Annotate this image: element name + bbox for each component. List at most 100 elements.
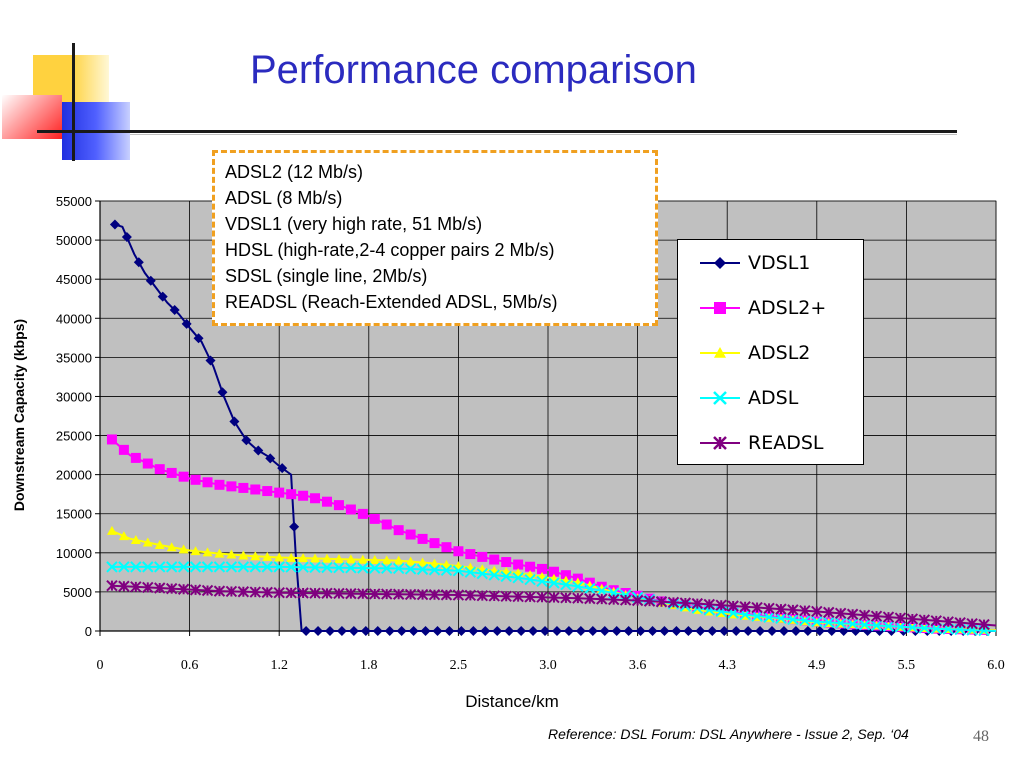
x-tick-label: 6.0 bbox=[987, 658, 1005, 673]
data-point bbox=[584, 582, 596, 595]
data-point bbox=[321, 587, 333, 600]
data-point bbox=[575, 626, 586, 636]
data-point bbox=[790, 626, 801, 636]
data-point bbox=[189, 561, 202, 573]
data-point bbox=[823, 606, 835, 619]
legend-swatch bbox=[700, 302, 740, 314]
data-point bbox=[109, 219, 120, 230]
legend-label: VDSL1 bbox=[748, 252, 811, 274]
x-tick-label: 1.8 bbox=[360, 658, 378, 673]
legend-item: VDSL1 bbox=[678, 250, 810, 276]
data-point bbox=[177, 583, 190, 595]
data-point bbox=[513, 559, 524, 570]
data-point bbox=[416, 563, 429, 576]
data-point bbox=[404, 563, 417, 575]
title-underline-shadow bbox=[130, 134, 957, 135]
data-point bbox=[277, 463, 288, 474]
data-point bbox=[142, 561, 154, 573]
reference-citation: Reference: DSL Forum: DSL Anywhere - Iss… bbox=[548, 726, 909, 742]
legend-swatch bbox=[700, 391, 740, 405]
data-point bbox=[298, 490, 309, 501]
data-point bbox=[178, 544, 189, 554]
data-point bbox=[739, 601, 751, 613]
legend-label: ADSL bbox=[748, 387, 799, 409]
data-point bbox=[978, 618, 990, 631]
data-point bbox=[154, 582, 166, 594]
data-point bbox=[870, 619, 883, 632]
data-point bbox=[767, 626, 777, 636]
legend-item: ADSL2 bbox=[678, 340, 810, 366]
data-point bbox=[420, 626, 431, 636]
data-point bbox=[599, 626, 610, 636]
decor-vertical-line bbox=[72, 43, 75, 161]
data-point bbox=[432, 626, 443, 636]
y-tick-label: 35000 bbox=[56, 350, 92, 365]
data-point bbox=[405, 556, 416, 566]
data-point bbox=[165, 561, 178, 573]
data-point bbox=[214, 479, 225, 490]
data-point bbox=[429, 558, 440, 568]
data-point bbox=[607, 593, 620, 606]
data-point bbox=[480, 626, 491, 636]
data-point bbox=[273, 561, 285, 573]
data-point bbox=[465, 549, 476, 560]
data-point bbox=[348, 626, 359, 636]
data-point bbox=[719, 626, 730, 636]
data-point bbox=[217, 387, 228, 398]
data-point bbox=[181, 318, 192, 329]
data-point bbox=[596, 593, 608, 605]
data-point bbox=[811, 615, 823, 628]
data-point bbox=[512, 590, 524, 603]
data-point bbox=[548, 591, 560, 604]
y-tick-label: 40000 bbox=[56, 311, 92, 326]
data-point bbox=[157, 291, 168, 302]
y-tick-label: 55000 bbox=[56, 194, 92, 209]
data-point bbox=[560, 592, 572, 604]
data-point bbox=[190, 474, 201, 485]
data-point bbox=[381, 562, 393, 575]
data-point bbox=[906, 613, 919, 625]
data-point bbox=[249, 586, 262, 598]
data-point bbox=[384, 626, 395, 636]
data-point bbox=[512, 572, 524, 584]
data-point bbox=[297, 587, 309, 599]
x-tick-label: 3.6 bbox=[629, 658, 647, 673]
data-point bbox=[106, 434, 117, 445]
data-point bbox=[488, 569, 500, 581]
legend-label: ADSL2+ bbox=[748, 297, 827, 319]
data-point bbox=[189, 584, 202, 596]
data-point bbox=[755, 626, 766, 636]
legend-item: ADSL2+ bbox=[678, 295, 826, 321]
y-tick-label: 0 bbox=[85, 624, 92, 639]
data-point bbox=[381, 519, 392, 530]
x-tick-label: 3.0 bbox=[539, 658, 557, 673]
data-point bbox=[229, 416, 240, 427]
data-point bbox=[333, 554, 344, 564]
note-line: HDSL (high-rate,2-4 copper pairs 2 Mb/s) bbox=[225, 240, 555, 260]
data-point bbox=[274, 552, 285, 562]
data-point bbox=[237, 561, 250, 573]
data-point bbox=[250, 551, 261, 561]
note-line: READSL (Reach-Extended ADSL, 5Mb/s) bbox=[225, 292, 558, 312]
data-point bbox=[882, 611, 895, 623]
data-point bbox=[647, 626, 658, 636]
legend-label: READSL bbox=[748, 432, 824, 454]
data-point bbox=[324, 626, 335, 636]
data-point bbox=[444, 626, 455, 636]
data-point bbox=[679, 597, 692, 609]
data-point bbox=[584, 592, 596, 605]
data-point bbox=[799, 604, 811, 617]
data-point bbox=[289, 521, 300, 532]
data-point bbox=[357, 508, 368, 519]
data-point bbox=[942, 616, 954, 628]
data-point bbox=[536, 575, 548, 587]
series-line bbox=[111, 565, 997, 632]
data-point bbox=[226, 481, 237, 492]
data-point bbox=[213, 561, 226, 573]
data-point bbox=[213, 585, 226, 597]
data-point bbox=[166, 542, 177, 552]
data-point bbox=[587, 626, 598, 636]
x-tick-label: 2.5 bbox=[450, 658, 468, 673]
data-point bbox=[226, 549, 237, 559]
data-point bbox=[751, 610, 763, 622]
